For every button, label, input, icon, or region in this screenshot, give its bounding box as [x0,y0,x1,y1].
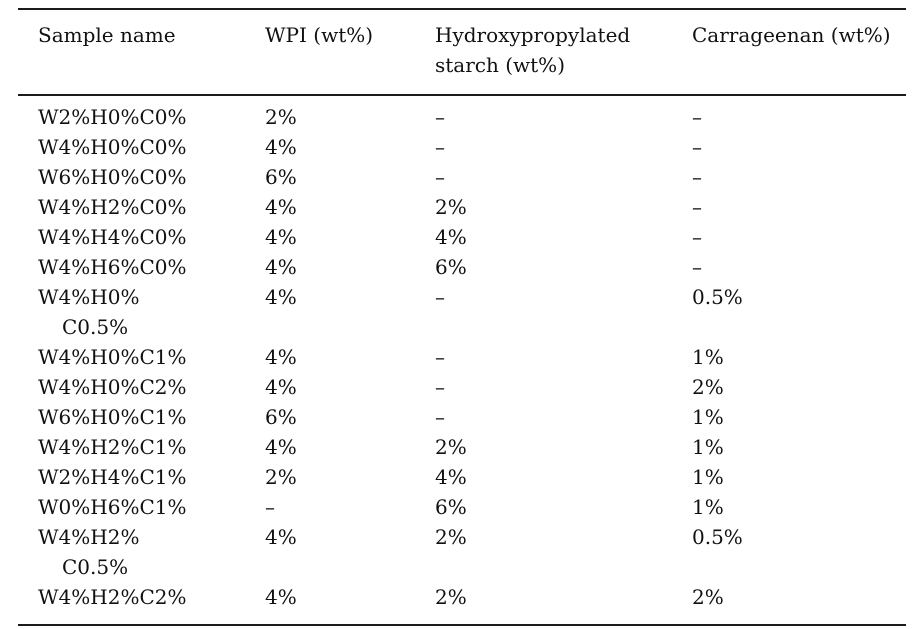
cell-starch: – [435,165,445,189]
column-header-starch: Hydroxypropylated starch (wt%) [435,9,692,96]
table-row: W6%H0%C1% 6% – 1% [18,402,906,432]
cell-sample-name: W4%H0%C1% [18,342,265,372]
cell-starch: 2% [435,585,467,609]
table-row: W4%H2%C2% 4% 2% 2% [18,582,906,625]
cell-carrageenan: – [692,135,702,159]
table-row: W6%H0%C0% 6% – – [18,162,906,192]
cell-sample-name: W2%H0%C0% [18,95,265,132]
cell-carrageenan: 0.5% [692,285,743,309]
sample-name-text: W6%H0%C0% [38,165,187,189]
cell-starch: – [435,405,445,429]
sample-name-text: W4%H2%C1% [38,435,187,459]
cell-starch: 4% [435,465,467,489]
cell-carrageenan: 1% [692,465,724,489]
cell-wpi: 4% [265,225,297,249]
cell-carrageenan: – [692,105,702,129]
cell-carrageenan: 1% [692,405,724,429]
cell-carrageenan: – [692,225,702,249]
cell-sample-name: W4%H0% C0.5% [18,282,265,342]
cell-carrageenan: 2% [692,585,724,609]
cell-starch: – [435,285,445,309]
table-row: W4%H0% C0.5% 4% – 0.5% [18,282,906,342]
cell-carrageenan: 1% [692,495,724,519]
table-row: W4%H6%C0% 4% 6% – [18,252,906,282]
cell-wpi: 4% [265,375,297,399]
cell-carrageenan: 1% [692,345,724,369]
cell-starch: 2% [435,195,467,219]
cell-sample-name: W6%H0%C1% [18,402,265,432]
cell-carrageenan: – [692,165,702,189]
cell-wpi: 4% [265,135,297,159]
cell-sample-name: W4%H2%C2% [18,582,265,625]
sample-name-text: W4%H0% [38,285,140,309]
sample-name-wrap-text: C0.5% [62,315,129,339]
table-row: W4%H0%C2% 4% – 2% [18,372,906,402]
column-header-sample-name: Sample name [18,9,265,96]
cell-starch: 6% [435,495,467,519]
cell-wpi: 6% [265,165,297,189]
sample-name-text: W2%H4%C1% [38,465,187,489]
sample-name-text: W4%H0%C0% [38,135,187,159]
table-row: W4%H2%C0% 4% 2% – [18,192,906,222]
cell-sample-name: W4%H2%C1% [18,432,265,462]
cell-starch: 2% [435,435,467,459]
sample-name-text: W4%H6%C0% [38,255,187,279]
cell-starch: 6% [435,255,467,279]
cell-wpi: 4% [265,195,297,219]
column-header-carrageenan: Carrageenan (wt%) [692,9,906,96]
cell-sample-name: W2%H4%C1% [18,462,265,492]
sample-composition-table: Sample name WPI (wt%) Hydroxypropylated … [18,8,906,626]
sample-name-text: W4%H0%C2% [38,375,187,399]
sample-name-text: W2%H0%C0% [38,105,187,129]
sample-name-text: W4%H2% [38,525,140,549]
cell-sample-name: W0%H6%C1% [18,492,265,522]
cell-sample-name: W4%H4%C0% [18,222,265,252]
header-row: Sample name WPI (wt%) Hydroxypropylated … [18,9,906,96]
cell-carrageenan: 1% [692,435,724,459]
cell-starch: – [435,345,445,369]
cell-wpi: 4% [265,285,297,309]
cell-sample-name: W4%H2%C0% [18,192,265,222]
cell-wpi: 2% [265,465,297,489]
table-row: W4%H4%C0% 4% 4% – [18,222,906,252]
cell-carrageenan: – [692,195,702,219]
cell-wpi: 4% [265,525,297,549]
table-row: W0%H6%C1% – 6% 1% [18,492,906,522]
cell-wpi: 4% [265,255,297,279]
table-row: W4%H0%C0% 4% – – [18,132,906,162]
cell-carrageenan: 2% [692,375,724,399]
table-row: W4%H2%C1% 4% 2% 1% [18,432,906,462]
cell-sample-name: W4%H0%C2% [18,372,265,402]
cell-wpi: 6% [265,405,297,429]
table-row: W2%H4%C1% 2% 4% 1% [18,462,906,492]
sample-name-wrap-text: C0.5% [62,555,129,579]
cell-carrageenan: 0.5% [692,525,743,549]
cell-wpi: – [265,495,275,519]
cell-starch: 2% [435,525,467,549]
cell-wpi: 2% [265,105,297,129]
table-row: W2%H0%C0% 2% – – [18,95,906,132]
cell-sample-name: W4%H6%C0% [18,252,265,282]
sample-name-text: W4%H2%C2% [38,585,187,609]
sample-name-text: W0%H6%C1% [38,495,187,519]
cell-carrageenan: – [692,255,702,279]
cell-starch: – [435,135,445,159]
cell-sample-name: W4%H2% C0.5% [18,522,265,582]
column-header-wpi: WPI (wt%) [265,9,435,96]
cell-starch: 4% [435,225,467,249]
cell-wpi: 4% [265,585,297,609]
table-row: W4%H0%C1% 4% – 1% [18,342,906,372]
cell-sample-name: W4%H0%C0% [18,132,265,162]
cell-sample-name: W6%H0%C0% [18,162,265,192]
sample-name-text: W4%H2%C0% [38,195,187,219]
sample-name-text: W4%H4%C0% [38,225,187,249]
cell-starch: – [435,105,445,129]
table-row: W4%H2% C0.5% 4% 2% 0.5% [18,522,906,582]
cell-wpi: 4% [265,435,297,459]
cell-starch: – [435,375,445,399]
cell-wpi: 4% [265,345,297,369]
sample-name-text: W6%H0%C1% [38,405,187,429]
sample-name-text: W4%H0%C1% [38,345,187,369]
